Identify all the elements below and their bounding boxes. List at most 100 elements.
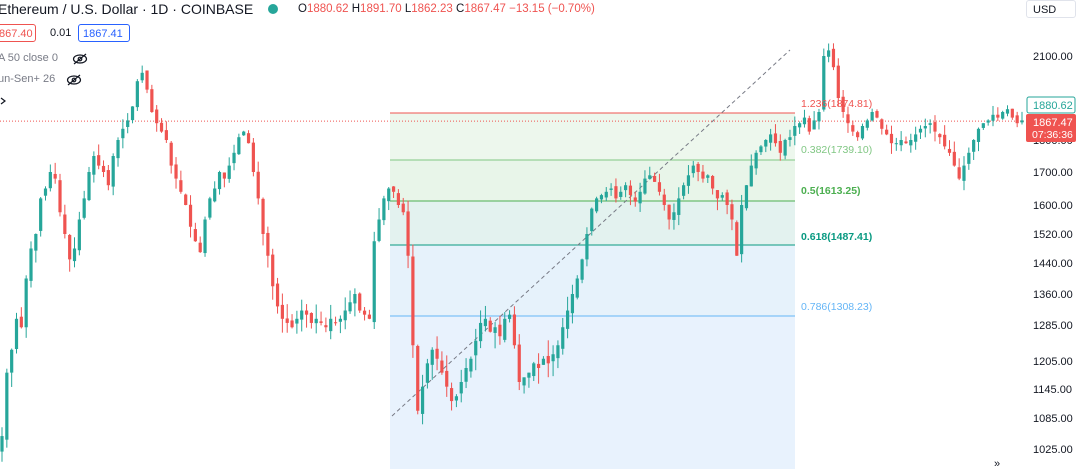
candle[interactable] — [101, 160, 106, 178]
candle[interactable] — [590, 207, 594, 236]
candle[interactable] — [396, 189, 400, 208]
candle[interactable] — [981, 123, 985, 130]
candle[interactable] — [179, 170, 183, 194]
candle[interactable] — [256, 161, 260, 205]
candle[interactable] — [474, 328, 478, 371]
candle[interactable] — [440, 351, 444, 375]
candle[interactable] — [677, 187, 681, 226]
candle[interactable] — [938, 133, 942, 144]
candle[interactable] — [498, 315, 502, 345]
candle[interactable] — [329, 304, 333, 340]
candle[interactable] — [261, 197, 265, 246]
candle[interactable] — [222, 172, 226, 188]
candle[interactable] — [536, 353, 541, 384]
candle[interactable] — [532, 361, 536, 382]
candlestick-series[interactable] — [0, 43, 1024, 462]
candle[interactable] — [643, 170, 647, 195]
candle[interactable] — [798, 121, 802, 134]
candle[interactable] — [338, 315, 342, 334]
candle[interactable] — [58, 173, 62, 217]
candle[interactable] — [851, 120, 855, 136]
candle[interactable] — [295, 310, 299, 334]
candle[interactable] — [575, 275, 579, 300]
candle[interactable] — [909, 133, 913, 153]
candle[interactable] — [29, 241, 33, 288]
candle[interactable] — [769, 128, 773, 151]
candle[interactable] — [754, 150, 758, 175]
candle[interactable] — [140, 65, 144, 83]
candle[interactable] — [788, 129, 792, 147]
collapse-legend-icon[interactable] — [0, 95, 10, 107]
candle[interactable] — [875, 109, 879, 119]
candle[interactable] — [1005, 105, 1010, 117]
candle[interactable] — [841, 90, 845, 118]
candle[interactable] — [793, 116, 797, 146]
candle[interactable] — [319, 311, 323, 326]
candle[interactable] — [899, 131, 903, 152]
candle[interactable] — [928, 119, 932, 134]
candle[interactable] — [5, 368, 9, 448]
candle[interactable] — [82, 190, 86, 220]
candle[interactable] — [333, 316, 338, 326]
candle[interactable] — [387, 187, 391, 211]
candle[interactable] — [242, 130, 246, 136]
candle[interactable] — [812, 111, 816, 130]
candle[interactable] — [585, 227, 589, 267]
candle[interactable] — [53, 162, 57, 184]
candle[interactable] — [478, 310, 483, 349]
candle[interactable] — [846, 106, 850, 133]
candle[interactable] — [764, 139, 768, 153]
candle[interactable] — [445, 355, 449, 397]
candle[interactable] — [213, 181, 217, 203]
candle[interactable] — [619, 186, 623, 200]
price-axis[interactable]: 2100.001800.001700.001600.001520.001440.… — [1025, 20, 1080, 469]
candle[interactable] — [976, 127, 981, 152]
candle[interactable] — [778, 134, 782, 161]
candle[interactable] — [986, 119, 990, 126]
candle[interactable] — [1015, 111, 1019, 128]
candle[interactable] — [715, 190, 720, 211]
candle[interactable] — [856, 130, 860, 141]
candle[interactable] — [628, 180, 633, 206]
candle[interactable] — [827, 43, 831, 63]
candle[interactable] — [164, 121, 168, 143]
candle[interactable] — [401, 197, 405, 216]
candle[interactable] — [208, 196, 212, 220]
candle[interactable] — [604, 187, 608, 202]
candle[interactable] — [527, 372, 531, 388]
candle[interactable] — [24, 275, 28, 338]
candle[interactable] — [155, 105, 159, 132]
candle[interactable] — [972, 139, 976, 160]
candle[interactable] — [967, 147, 971, 170]
candle[interactable] — [870, 108, 874, 122]
candle[interactable] — [933, 115, 937, 142]
candle[interactable] — [609, 183, 613, 196]
candle[interactable] — [561, 317, 565, 355]
candle[interactable] — [957, 158, 961, 181]
candle[interactable] — [10, 348, 14, 387]
candle[interactable] — [1001, 110, 1005, 120]
candle[interactable] — [822, 48, 826, 112]
candle[interactable] — [672, 203, 676, 230]
candle[interactable] — [285, 304, 289, 333]
candle[interactable] — [662, 188, 666, 211]
candle[interactable] — [43, 186, 48, 201]
fib-retracement-zones[interactable] — [390, 113, 795, 469]
candle[interactable] — [290, 314, 294, 329]
candle[interactable] — [367, 309, 371, 320]
candle[interactable] — [377, 208, 381, 243]
candle[interactable] — [773, 124, 778, 147]
candle[interactable] — [802, 109, 807, 128]
candle[interactable] — [836, 58, 840, 107]
candle[interactable] — [556, 340, 560, 369]
candle[interactable] — [435, 336, 439, 371]
candle[interactable] — [701, 164, 705, 183]
candle[interactable] — [39, 197, 43, 237]
candle[interactable] — [150, 84, 154, 113]
candle[interactable] — [759, 145, 763, 156]
candle[interactable] — [232, 144, 236, 171]
candle[interactable] — [952, 141, 956, 167]
candle[interactable] — [300, 299, 304, 332]
candle[interactable] — [962, 156, 966, 191]
candle[interactable] — [860, 123, 865, 141]
